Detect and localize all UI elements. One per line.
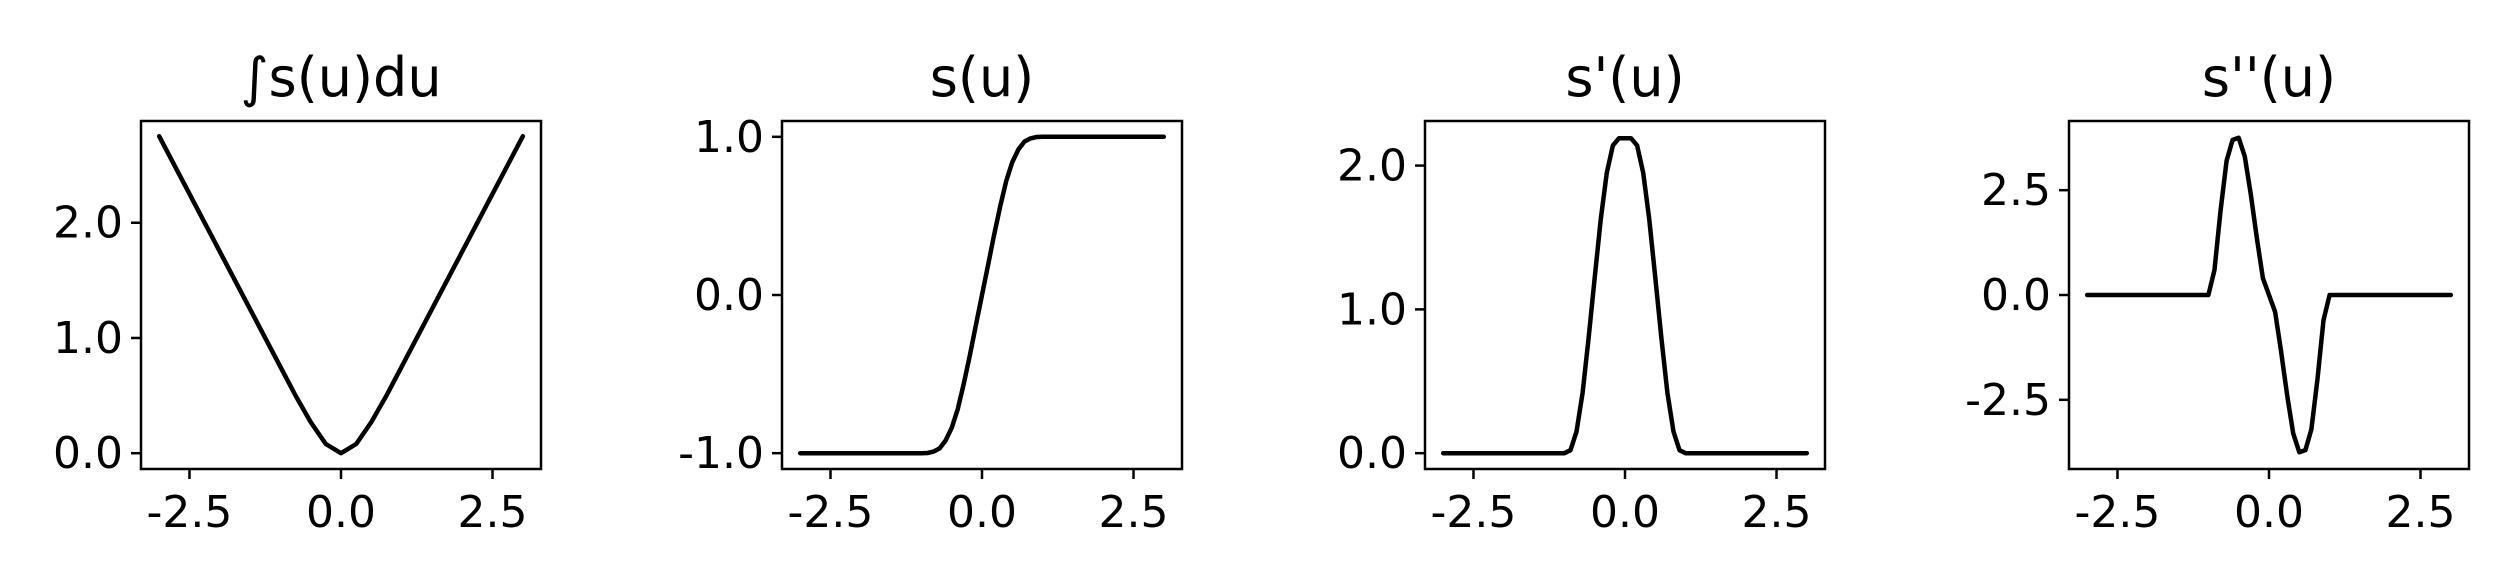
x-tick-label: -2.5: [147, 487, 233, 538]
x-tick-label: 2.5: [458, 487, 528, 538]
y-tick-label: -1.0: [678, 428, 764, 479]
subplot-integral-s: ∫s(u)du -2.5 0.0 2.5 0.0 1.0 2.0: [53, 46, 543, 538]
subplot-title: s''(u): [2202, 46, 2336, 109]
y-tick-label: 0.0: [53, 428, 123, 479]
y-tick-label: 2.5: [1981, 165, 2051, 216]
y-tick-label: 1.0: [1337, 284, 1407, 335]
series-line: [156, 134, 526, 456]
x-tick-label: 2.5: [1099, 487, 1169, 538]
x-tick-label: 0.0: [1590, 487, 1660, 538]
subplot-s-double-prime: s''(u) -2.5 0.0 2.5 -2.5 0.0 2.5: [1965, 46, 2471, 538]
x-tick-label: 0.0: [947, 487, 1017, 538]
x-tick-label: 2.5: [1742, 487, 1812, 538]
x-tick-label: -2.5: [788, 487, 874, 538]
x-tick-label: 0.0: [306, 487, 376, 538]
series-line: [1440, 136, 1810, 456]
y-tick-label: 0.0: [1981, 270, 2051, 321]
x-tick-label: 0.0: [2234, 487, 2304, 538]
series-line: [2084, 135, 2454, 455]
x-tick-label: -2.5: [1431, 487, 1517, 538]
x-tick-label: 2.5: [2386, 487, 2456, 538]
y-tick-label: 1.0: [53, 313, 123, 364]
x-tick-label: -2.5: [2075, 487, 2161, 538]
y-tick-label: 1.0: [694, 112, 764, 163]
subplot-s-prime: s'(u) -2.5 0.0 2.5 0.0 1.0 2.0: [1337, 46, 1827, 538]
subplot-title: s(u): [930, 46, 1035, 109]
y-tick-label: -2.5: [1965, 375, 2051, 426]
y-tick-label: 0.0: [694, 270, 764, 321]
axes-frame: [139, 119, 543, 471]
y-tick-label: 2.0: [53, 198, 123, 249]
y-tick-label: 2.0: [1337, 141, 1407, 192]
subplot-s: s(u) -2.5 0.0 2.5 -1.0 0.0 1.0: [678, 46, 1184, 538]
subplot-title: s'(u): [1565, 46, 1684, 109]
series-line: [797, 134, 1167, 456]
subplot-title: ∫s(u)du: [240, 46, 441, 109]
y-tick-label: 0.0: [1337, 428, 1407, 479]
axes-frame: [1423, 119, 1827, 471]
